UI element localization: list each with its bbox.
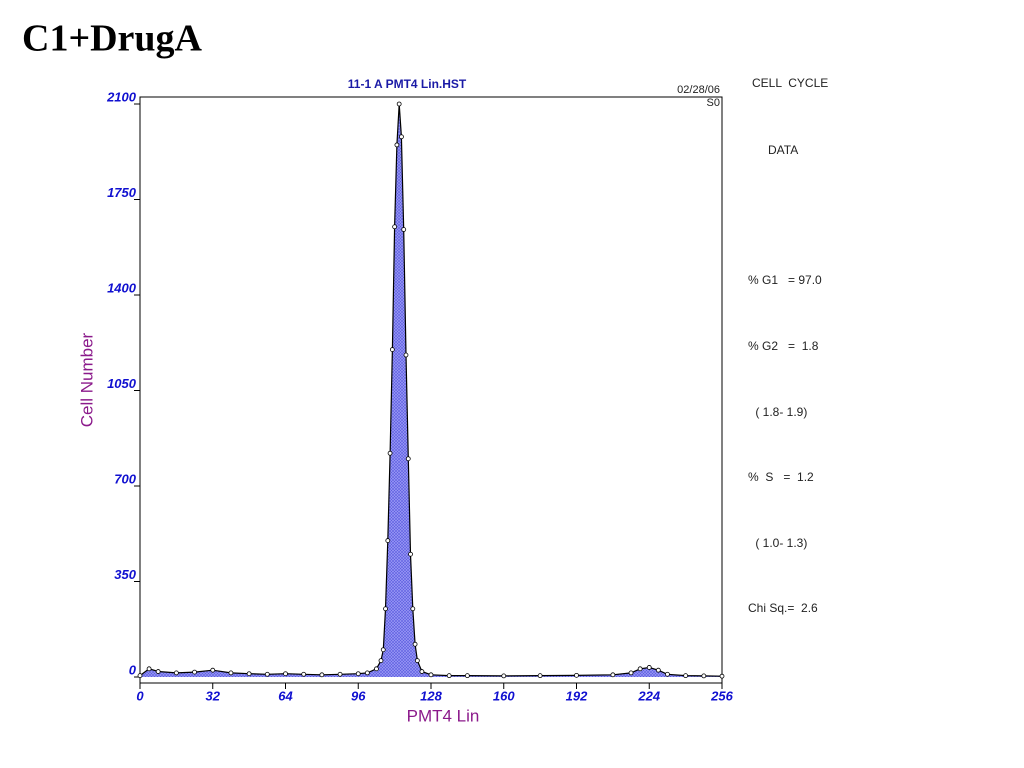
data-point bbox=[683, 673, 689, 679]
data-point bbox=[383, 606, 388, 612]
data-point bbox=[719, 673, 725, 679]
data-point bbox=[396, 101, 402, 107]
x-tick-label: 96 bbox=[351, 688, 366, 703]
y-tick-label: 1400 bbox=[107, 280, 137, 295]
x-tick-label: 32 bbox=[206, 688, 221, 703]
data-point bbox=[192, 669, 197, 675]
data-point bbox=[403, 352, 409, 358]
x-tick-label: 224 bbox=[637, 688, 660, 703]
y-tick-label: 1750 bbox=[107, 185, 137, 200]
data-point bbox=[610, 672, 616, 678]
x-tick-label: 256 bbox=[710, 688, 733, 703]
data-point bbox=[701, 673, 707, 679]
data-point bbox=[380, 647, 386, 653]
data-point bbox=[210, 667, 216, 673]
y-tick-label: 700 bbox=[114, 471, 136, 486]
data-point bbox=[301, 671, 307, 677]
data-point bbox=[408, 551, 413, 557]
data-point bbox=[155, 669, 161, 674]
x-tick-label: 0 bbox=[136, 688, 144, 703]
chart-title: 11-1 A PMT4 Lin.HST bbox=[348, 77, 467, 91]
y-tick-label: 350 bbox=[114, 567, 136, 582]
plot-frame bbox=[139, 96, 723, 684]
y-tick-label: 2100 bbox=[106, 89, 137, 104]
data-point bbox=[646, 665, 652, 670]
data-point bbox=[364, 670, 370, 676]
data-point bbox=[410, 606, 416, 612]
data-point bbox=[637, 666, 643, 672]
panel-text: % G1 = 97.0 bbox=[748, 273, 822, 287]
data-point bbox=[412, 641, 418, 647]
data-point bbox=[401, 227, 407, 232]
panel-text: % G2 = 1.8 bbox=[748, 339, 819, 353]
y-tick-label: 1050 bbox=[107, 376, 137, 391]
data-point bbox=[319, 672, 325, 678]
x-tick-label: 160 bbox=[493, 688, 515, 703]
panel-text: ( 1.0- 1.3) bbox=[752, 536, 807, 550]
slide-title: C1+DrugA bbox=[22, 18, 203, 60]
panel-text: Chi Sq.= 2.6 bbox=[748, 601, 818, 615]
data-point bbox=[399, 134, 404, 140]
data-point bbox=[173, 670, 179, 676]
x-axis-label: PMT4 Lin bbox=[407, 706, 480, 725]
x-tick-label: 128 bbox=[420, 688, 442, 703]
data-point bbox=[374, 666, 379, 672]
sample-note: S0 bbox=[707, 97, 720, 109]
data-point bbox=[414, 658, 420, 664]
data-point bbox=[146, 666, 152, 672]
data-point bbox=[337, 671, 343, 677]
panel-text: DATA bbox=[768, 143, 798, 157]
data-point bbox=[655, 667, 661, 673]
histogram-area bbox=[140, 104, 722, 677]
y-tick-label: 0 bbox=[129, 662, 137, 677]
data-point bbox=[355, 671, 361, 677]
data-point bbox=[137, 673, 143, 679]
data-point bbox=[385, 538, 391, 543]
data-point bbox=[501, 673, 507, 679]
data-point bbox=[392, 224, 398, 230]
x-tick-label: 192 bbox=[566, 688, 588, 703]
y-axis-label: Cell Number bbox=[77, 332, 96, 427]
panel-text: CELL CYCLE bbox=[752, 76, 828, 90]
data-point bbox=[537, 673, 543, 679]
data-point bbox=[228, 670, 234, 676]
data-point bbox=[574, 672, 579, 678]
data-point bbox=[264, 671, 270, 677]
panel-text: % S = 1.2 bbox=[748, 470, 814, 484]
data-point bbox=[387, 450, 393, 456]
x-tick-label: 64 bbox=[278, 688, 293, 703]
data-point bbox=[628, 670, 634, 676]
data-point bbox=[428, 672, 434, 678]
data-point bbox=[464, 673, 470, 679]
data-point bbox=[389, 347, 395, 352]
data-point bbox=[246, 671, 252, 677]
panel-text: ( 1.8- 1.9) bbox=[752, 405, 807, 419]
date-note: 02/28/06 bbox=[677, 84, 720, 96]
data-point bbox=[419, 669, 425, 674]
data-point bbox=[378, 658, 384, 664]
data-point bbox=[665, 671, 670, 677]
data-point bbox=[394, 142, 400, 148]
data-point bbox=[405, 456, 411, 462]
histogram-line bbox=[139, 103, 723, 677]
data-point bbox=[283, 671, 288, 677]
data-point bbox=[446, 673, 452, 679]
